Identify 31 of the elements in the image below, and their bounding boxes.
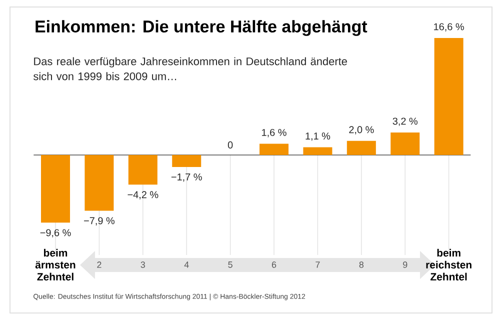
data-label: −9,6 % [40, 229, 71, 238]
data-label: 16,6 % [434, 23, 464, 32]
data-label: −4,2 % [128, 191, 158, 200]
bar [260, 144, 289, 155]
bar [303, 147, 332, 155]
x-tick-label: beim reichsten Zehntel [426, 248, 472, 280]
bar [346, 140, 376, 155]
bar [434, 38, 464, 155]
chart-title: Einkommen: Die untere Hälfte abgehängt [36, 20, 368, 36]
data-label: 2,0 % [349, 126, 374, 134]
x-tick-label: 4 [184, 262, 189, 268]
bar [84, 155, 114, 211]
x-tick-label: beim ärmsten Zehntel [35, 248, 76, 280]
bar [41, 155, 70, 223]
bar [390, 132, 420, 155]
bar [128, 155, 158, 185]
x-tick-label: 7 [316, 262, 320, 268]
text: Das reale verfügbare Jahreseinkommen in Deutschland änderte sich von 1999 bis 2009 um… [34, 57, 347, 80]
x-tick-label: 3 [140, 262, 146, 268]
x-tick-label: 9 [403, 262, 408, 268]
data-label: 0 [228, 141, 233, 148]
x-tick-label: 2 [97, 262, 102, 268]
data-label: 1,1 % [306, 132, 330, 141]
x-tick-label: 6 [272, 262, 276, 268]
data-label: 1,6 % [262, 128, 286, 138]
data-label: −7,9 % [84, 217, 114, 226]
bar [172, 155, 202, 167]
data-label: 3,2 % [392, 118, 418, 126]
data-label: −1,7 % [171, 173, 202, 182]
x-tick-label: 5 [228, 262, 232, 268]
x-tick-label: 8 [359, 262, 364, 268]
